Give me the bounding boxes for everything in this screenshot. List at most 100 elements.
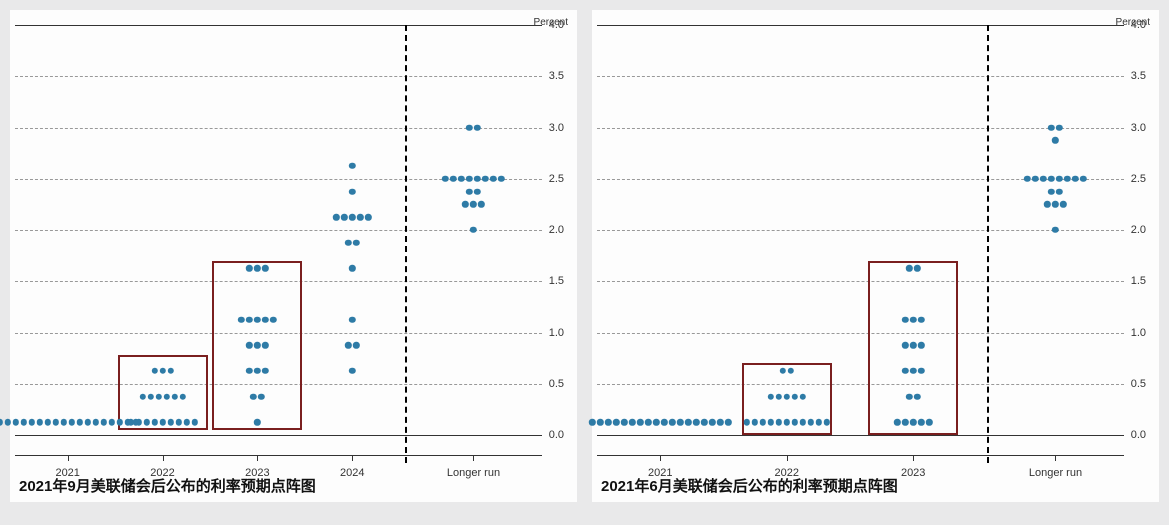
data-dot <box>353 240 359 246</box>
data-dot <box>68 419 74 425</box>
y-tick-label: 4.0 <box>549 19 564 31</box>
right-panel: Percent0.00.51.01.52.02.53.03.54.0202120… <box>592 10 1159 502</box>
y-tick-label: 2.0 <box>549 224 564 236</box>
data-dot <box>345 342 351 348</box>
gridline <box>597 25 1124 26</box>
x-tick-label: 2023 <box>245 467 269 479</box>
data-dot <box>1052 227 1058 233</box>
data-dot <box>466 124 472 130</box>
x-tick-label: 2023 <box>901 467 925 479</box>
x-tick <box>163 455 164 461</box>
data-dot <box>482 176 488 182</box>
data-dot <box>478 201 484 207</box>
data-dot <box>677 419 683 425</box>
data-dot <box>589 419 595 425</box>
gridline <box>15 230 542 231</box>
chart-pair: Percent0.00.51.01.52.02.53.03.54.0202120… <box>10 10 1159 502</box>
y-tick-label: 2.5 <box>1131 173 1146 185</box>
data-dot <box>1072 176 1078 182</box>
data-dot <box>44 419 50 425</box>
data-dot <box>725 419 731 425</box>
data-dot <box>1040 176 1046 182</box>
gridline <box>597 281 1124 282</box>
x-tick <box>257 455 258 461</box>
x-tick <box>787 455 788 461</box>
x-tick-label: 2022 <box>774 467 798 479</box>
data-dot <box>653 419 659 425</box>
data-dot <box>629 419 635 425</box>
data-dot <box>1024 176 1030 182</box>
y-tick-label: 1.0 <box>549 327 564 339</box>
data-dot <box>458 176 464 182</box>
x-tick-label: 2021 <box>648 467 672 479</box>
y-tick-label: 0.0 <box>1131 429 1146 441</box>
dotplot-jun-2021: Percent0.00.51.01.52.02.53.03.54.0202120… <box>597 15 1154 465</box>
data-dot <box>1056 124 1062 130</box>
data-dot <box>1052 137 1058 143</box>
data-dot <box>60 419 66 425</box>
data-dot <box>92 419 98 425</box>
data-dot <box>1048 176 1054 182</box>
data-dot <box>36 419 42 425</box>
y-tick-label: 3.0 <box>549 122 564 134</box>
data-dot <box>349 316 355 322</box>
x-tick <box>68 455 69 461</box>
y-tick-label: 3.5 <box>549 70 564 82</box>
gridline <box>15 128 542 129</box>
gridline <box>597 230 1124 231</box>
data-dot <box>474 188 480 194</box>
data-dot <box>84 419 90 425</box>
gridline <box>15 435 542 436</box>
data-dot <box>470 201 476 207</box>
data-dot <box>1064 176 1070 182</box>
data-dot <box>345 240 351 246</box>
data-dot <box>365 214 371 220</box>
data-dot <box>333 214 339 220</box>
data-dot <box>474 176 480 182</box>
y-tick-label: 2.5 <box>549 173 564 185</box>
y-tick-label: 0.5 <box>1131 378 1146 390</box>
x-tick-label: Longer run <box>447 467 500 479</box>
y-tick-label: 4.0 <box>1131 19 1146 31</box>
data-dot <box>1060 201 1066 207</box>
x-tick-label: 2024 <box>340 467 364 479</box>
x-tick <box>1055 455 1056 461</box>
data-dot <box>466 188 472 194</box>
left-panel: Percent0.00.51.01.52.02.53.03.54.0202120… <box>10 10 577 502</box>
data-dot <box>1044 201 1050 207</box>
data-dot <box>20 419 26 425</box>
x-tick-label: Longer run <box>1029 467 1082 479</box>
x-axis <box>597 455 1124 456</box>
data-dot <box>108 419 114 425</box>
x-tick-label: 2021 <box>55 467 79 479</box>
data-dot <box>349 163 355 169</box>
dotplot-sep-2021: Percent0.00.51.01.52.02.53.03.54.0202120… <box>15 15 572 465</box>
data-dot <box>474 124 480 130</box>
y-tick-label: 1.0 <box>1131 327 1146 339</box>
gridline <box>597 435 1124 436</box>
x-tick <box>660 455 661 461</box>
y-tick-label: 2.0 <box>1131 224 1146 236</box>
data-dot <box>637 419 643 425</box>
y-tick-label: 0.0 <box>549 429 564 441</box>
data-dot <box>1048 124 1054 130</box>
x-axis <box>15 455 542 456</box>
data-dot <box>1048 188 1054 194</box>
x-tick <box>913 455 914 461</box>
gridline <box>597 333 1124 334</box>
data-dot <box>100 419 106 425</box>
data-dot <box>349 188 355 194</box>
gridline <box>15 25 542 26</box>
longer-run-separator <box>405 25 407 463</box>
data-dot <box>701 419 707 425</box>
x-tick-label: 2022 <box>150 467 174 479</box>
gridline <box>15 76 542 77</box>
data-dot <box>357 214 363 220</box>
data-dot <box>693 419 699 425</box>
y-tick-label: 3.0 <box>1131 122 1146 134</box>
data-dot <box>341 214 347 220</box>
data-dot <box>450 176 456 182</box>
data-dot <box>349 214 355 220</box>
data-dot <box>490 176 496 182</box>
data-dot <box>466 176 472 182</box>
